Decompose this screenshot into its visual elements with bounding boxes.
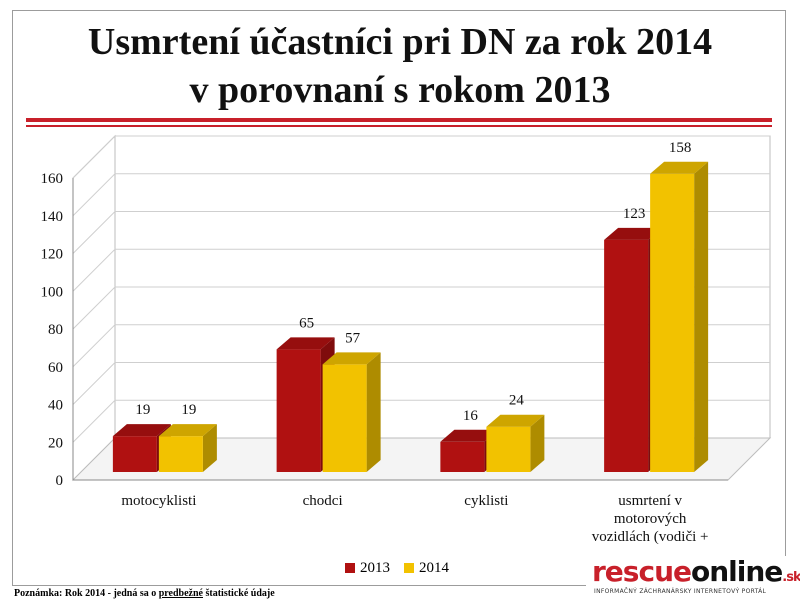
- bar-top-2013-2: [440, 429, 499, 442]
- x-tick-label: motocyklisti: [84, 492, 234, 510]
- bar-top-2013-3: [604, 227, 663, 240]
- bar-2013-1: [276, 349, 321, 472]
- gridline: [72, 211, 770, 254]
- bar-side-2014-0: [202, 424, 217, 472]
- bar-2014-3: [650, 173, 695, 472]
- y-tick-label: 20: [48, 435, 63, 451]
- y-tick-label: 80: [48, 322, 63, 338]
- y-tick-label: 120: [41, 247, 64, 263]
- x-tick-label: chodci: [248, 492, 398, 510]
- brand-tagline: INFORMAČNÝ ZÁCHRANÁRSKY INTERNETOVÝ PORT…: [594, 588, 767, 595]
- brand-name: rescueonline.sk: [592, 556, 800, 594]
- data-label-2013-3: 123: [623, 206, 646, 222]
- brand-part-3: .sk: [782, 570, 800, 585]
- data-label-2013-0: 19: [135, 402, 150, 418]
- data-label-2014-1: 57: [345, 330, 361, 346]
- x-tick-label-line: chodci: [302, 493, 343, 509]
- bar-top-2014-2: [486, 414, 545, 427]
- title-rule-thick: [26, 118, 772, 122]
- y-tick-label: 0: [56, 473, 64, 489]
- footnote-underlined: predbežné: [158, 588, 203, 599]
- data-label-2014-2: 24: [509, 393, 525, 409]
- gridline: [72, 324, 770, 368]
- y-tick-label: 160: [41, 171, 64, 187]
- legend-label-2014: 2014: [419, 559, 449, 576]
- bar-2014-1: [322, 364, 367, 472]
- bar-side-2014-3: [694, 161, 709, 472]
- x-tick-label-line: motorových: [613, 511, 687, 527]
- slide-title: Usmrtení účastníci pri DN za rok 2014 v …: [0, 18, 800, 114]
- y-tick-label: 40: [48, 398, 63, 414]
- x-tick-label: usmrtení v motorových vozidlách (vodiči +: [575, 492, 725, 546]
- brand-part-2: online: [691, 555, 783, 588]
- bar-2014-0: [158, 436, 203, 472]
- gridline: [72, 286, 770, 330]
- bar-side-2014-2: [530, 414, 545, 472]
- bar-2013-2: [440, 441, 485, 472]
- x-tick-label-line: cyklisti: [464, 493, 509, 509]
- data-label-2014-3: 158: [669, 140, 692, 156]
- bar-top-2014-0: [158, 424, 217, 437]
- bar-top-2014-1: [322, 352, 381, 365]
- gridline: [72, 173, 770, 217]
- legend: 2013 2014: [345, 558, 457, 578]
- footnote: Poznámka: Rok 2014 - jedná sa o predbežn…: [14, 588, 275, 599]
- bar-2014-2: [486, 426, 531, 472]
- gridline: [72, 248, 770, 292]
- bar-top-2013-1: [276, 337, 335, 350]
- x-tick-label: cyklisti: [411, 492, 561, 510]
- bar-2013-0: [112, 436, 157, 472]
- x-tick-label-line: usmrtení v: [618, 493, 682, 509]
- legend-item-2014: 2014: [404, 560, 449, 577]
- legend-swatch-2013: [345, 563, 355, 573]
- bar-side-2014-1: [366, 352, 381, 472]
- y-tick-label: 60: [48, 360, 63, 376]
- x-tick-label-line: vozidlách (vodiči +: [591, 529, 709, 545]
- title-rule-thin: [26, 125, 772, 127]
- bar-top-2013-0: [112, 424, 171, 437]
- brand-logo: rescueonline.sk INFORMAČNÝ ZÁCHRANÁRSKY …: [586, 556, 800, 600]
- legend-label-2013: 2013: [360, 559, 390, 576]
- x-tick-label-line: motocyklisti: [121, 493, 197, 509]
- title-line-2: v porovnaní s rokom 2013: [189, 69, 611, 111]
- gridline: [72, 135, 770, 179]
- y-tick-label: 140: [41, 209, 64, 225]
- legend-swatch-2014: [404, 563, 414, 573]
- footnote-suffix: štatistické údaje: [203, 588, 275, 599]
- bar-2013-3: [604, 239, 649, 472]
- brand-part-1: rescue: [592, 555, 692, 588]
- data-label-2014-0: 19: [181, 402, 196, 418]
- gridline: [72, 399, 770, 443]
- title-line-1: Usmrtení účastníci pri DN za rok 2014: [87, 21, 713, 63]
- legend-item-2013: 2013: [345, 560, 390, 577]
- data-label-2013-1: 65: [299, 315, 314, 331]
- y-tick-label: 100: [41, 284, 64, 300]
- data-label-2013-2: 16: [463, 408, 479, 424]
- bar-top-2014-3: [650, 161, 709, 174]
- footnote-prefix: Poznámka: Rok 2014 - jedná sa o: [14, 588, 159, 599]
- gridline: [72, 362, 770, 405]
